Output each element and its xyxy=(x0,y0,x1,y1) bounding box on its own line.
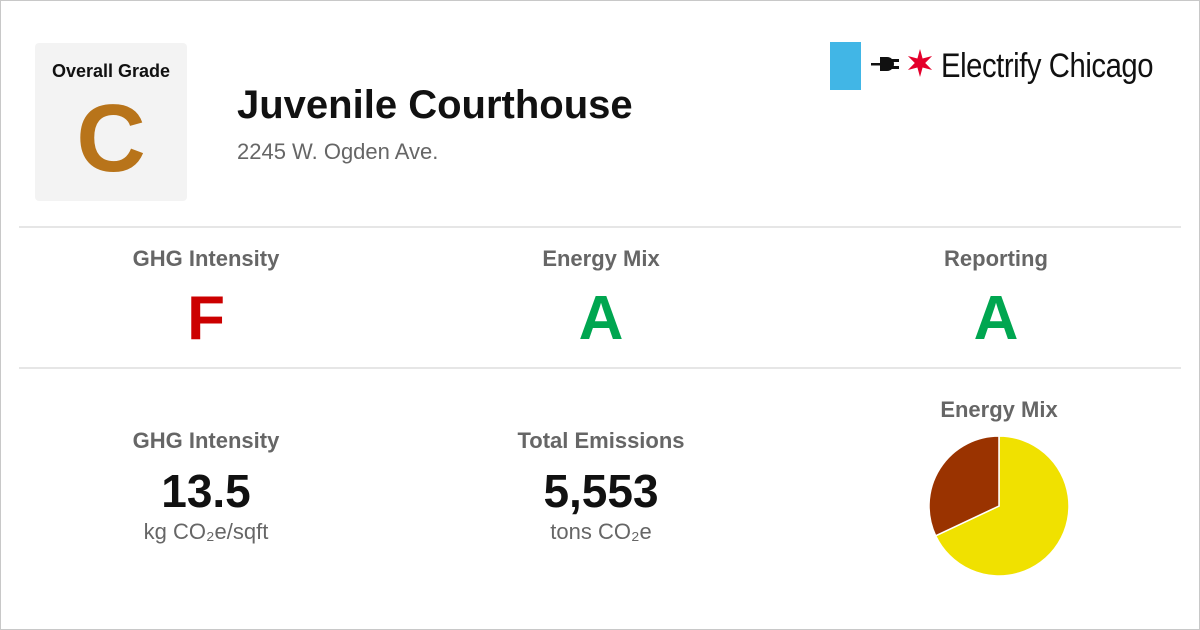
divider xyxy=(19,226,1181,228)
pie-slice xyxy=(928,435,1000,537)
stat-unit: kg CO₂e/sqft xyxy=(143,518,269,544)
building-name: Juvenile Courthouse xyxy=(237,83,633,127)
grade-label: GHG Intensity xyxy=(132,246,280,271)
logo-blue-bar xyxy=(830,42,861,90)
stat-ghg-intensity: GHG Intensity 13.5 kg CO₂e/sqft xyxy=(6,428,406,545)
grade-letter: F xyxy=(187,284,225,353)
stat-total-emissions: Total Emissions 5,553 tons CO₂e xyxy=(401,428,801,545)
stat-unit: tons CO₂e xyxy=(550,518,652,544)
energy-mix-pie xyxy=(928,435,1070,577)
electrify-chicago-logo: Electrify Chicago xyxy=(830,41,1173,91)
chart-title: Energy Mix xyxy=(940,397,1058,422)
stat-value: 5,553 xyxy=(543,465,659,517)
grade-label: Energy Mix xyxy=(542,246,660,271)
grade-label: Reporting xyxy=(944,246,1048,271)
pie-slice xyxy=(934,435,1070,577)
energy-mix-chart: Energy Mix xyxy=(799,397,1199,577)
stat-value: 13.5 xyxy=(161,465,251,517)
grade-letter: A xyxy=(578,284,624,353)
grade-letter: A xyxy=(973,284,1019,353)
grade-reporting: Reporting A xyxy=(796,246,1196,350)
star-icon xyxy=(905,48,935,84)
divider xyxy=(19,367,1181,369)
logo-text: Electrify Chicago xyxy=(941,46,1154,85)
grade-ghg-intensity: GHG Intensity F xyxy=(6,246,406,350)
grade-energy-mix: Energy Mix A xyxy=(401,246,801,350)
overall-grade-box: Overall Grade C xyxy=(35,43,187,201)
plug-icon xyxy=(871,52,901,81)
building-address: 2245 W. Ogden Ave. xyxy=(237,139,439,164)
overall-grade-label: Overall Grade xyxy=(51,61,171,81)
stat-label: Total Emissions xyxy=(517,428,685,453)
overall-grade-letter: C xyxy=(76,85,146,192)
stat-label: GHG Intensity xyxy=(132,428,280,453)
